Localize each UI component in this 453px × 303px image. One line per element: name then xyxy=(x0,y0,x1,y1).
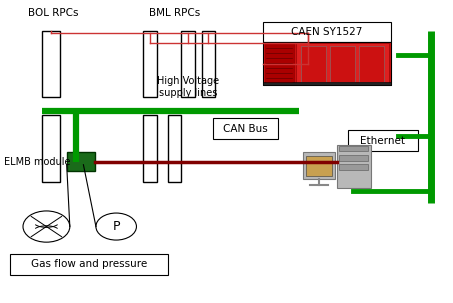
Bar xyxy=(67,152,95,171)
Bar xyxy=(42,32,60,98)
Bar xyxy=(42,115,60,181)
Bar xyxy=(330,46,355,82)
Bar xyxy=(213,118,278,139)
Bar xyxy=(301,46,326,82)
Bar xyxy=(339,146,368,152)
Bar xyxy=(348,131,418,152)
Text: Ethernet: Ethernet xyxy=(361,136,405,146)
Bar xyxy=(263,42,391,85)
Bar xyxy=(143,115,157,181)
Text: BML RPCs: BML RPCs xyxy=(149,8,200,18)
Bar xyxy=(359,46,384,82)
Text: BOL RPCs: BOL RPCs xyxy=(28,8,78,18)
Bar xyxy=(306,156,333,175)
Bar xyxy=(265,43,294,84)
Bar xyxy=(339,155,368,161)
Bar xyxy=(263,82,391,85)
Bar xyxy=(296,43,389,84)
Text: High Voltage
supply lines: High Voltage supply lines xyxy=(157,76,219,98)
Bar xyxy=(339,164,368,169)
Text: CAEN SY1527: CAEN SY1527 xyxy=(291,27,362,37)
Bar xyxy=(303,152,336,178)
Text: Gas flow and pressure: Gas flow and pressure xyxy=(31,259,147,269)
Text: P: P xyxy=(112,220,120,233)
Bar xyxy=(10,254,168,275)
Bar xyxy=(168,115,182,181)
Bar xyxy=(263,22,391,42)
Bar xyxy=(337,145,371,188)
Circle shape xyxy=(96,213,136,240)
Bar xyxy=(202,32,215,98)
Bar xyxy=(182,32,195,98)
Text: CAN Bus: CAN Bus xyxy=(223,124,268,134)
Text: ELMB module: ELMB module xyxy=(4,157,70,167)
Circle shape xyxy=(23,211,70,242)
Bar xyxy=(143,32,157,98)
